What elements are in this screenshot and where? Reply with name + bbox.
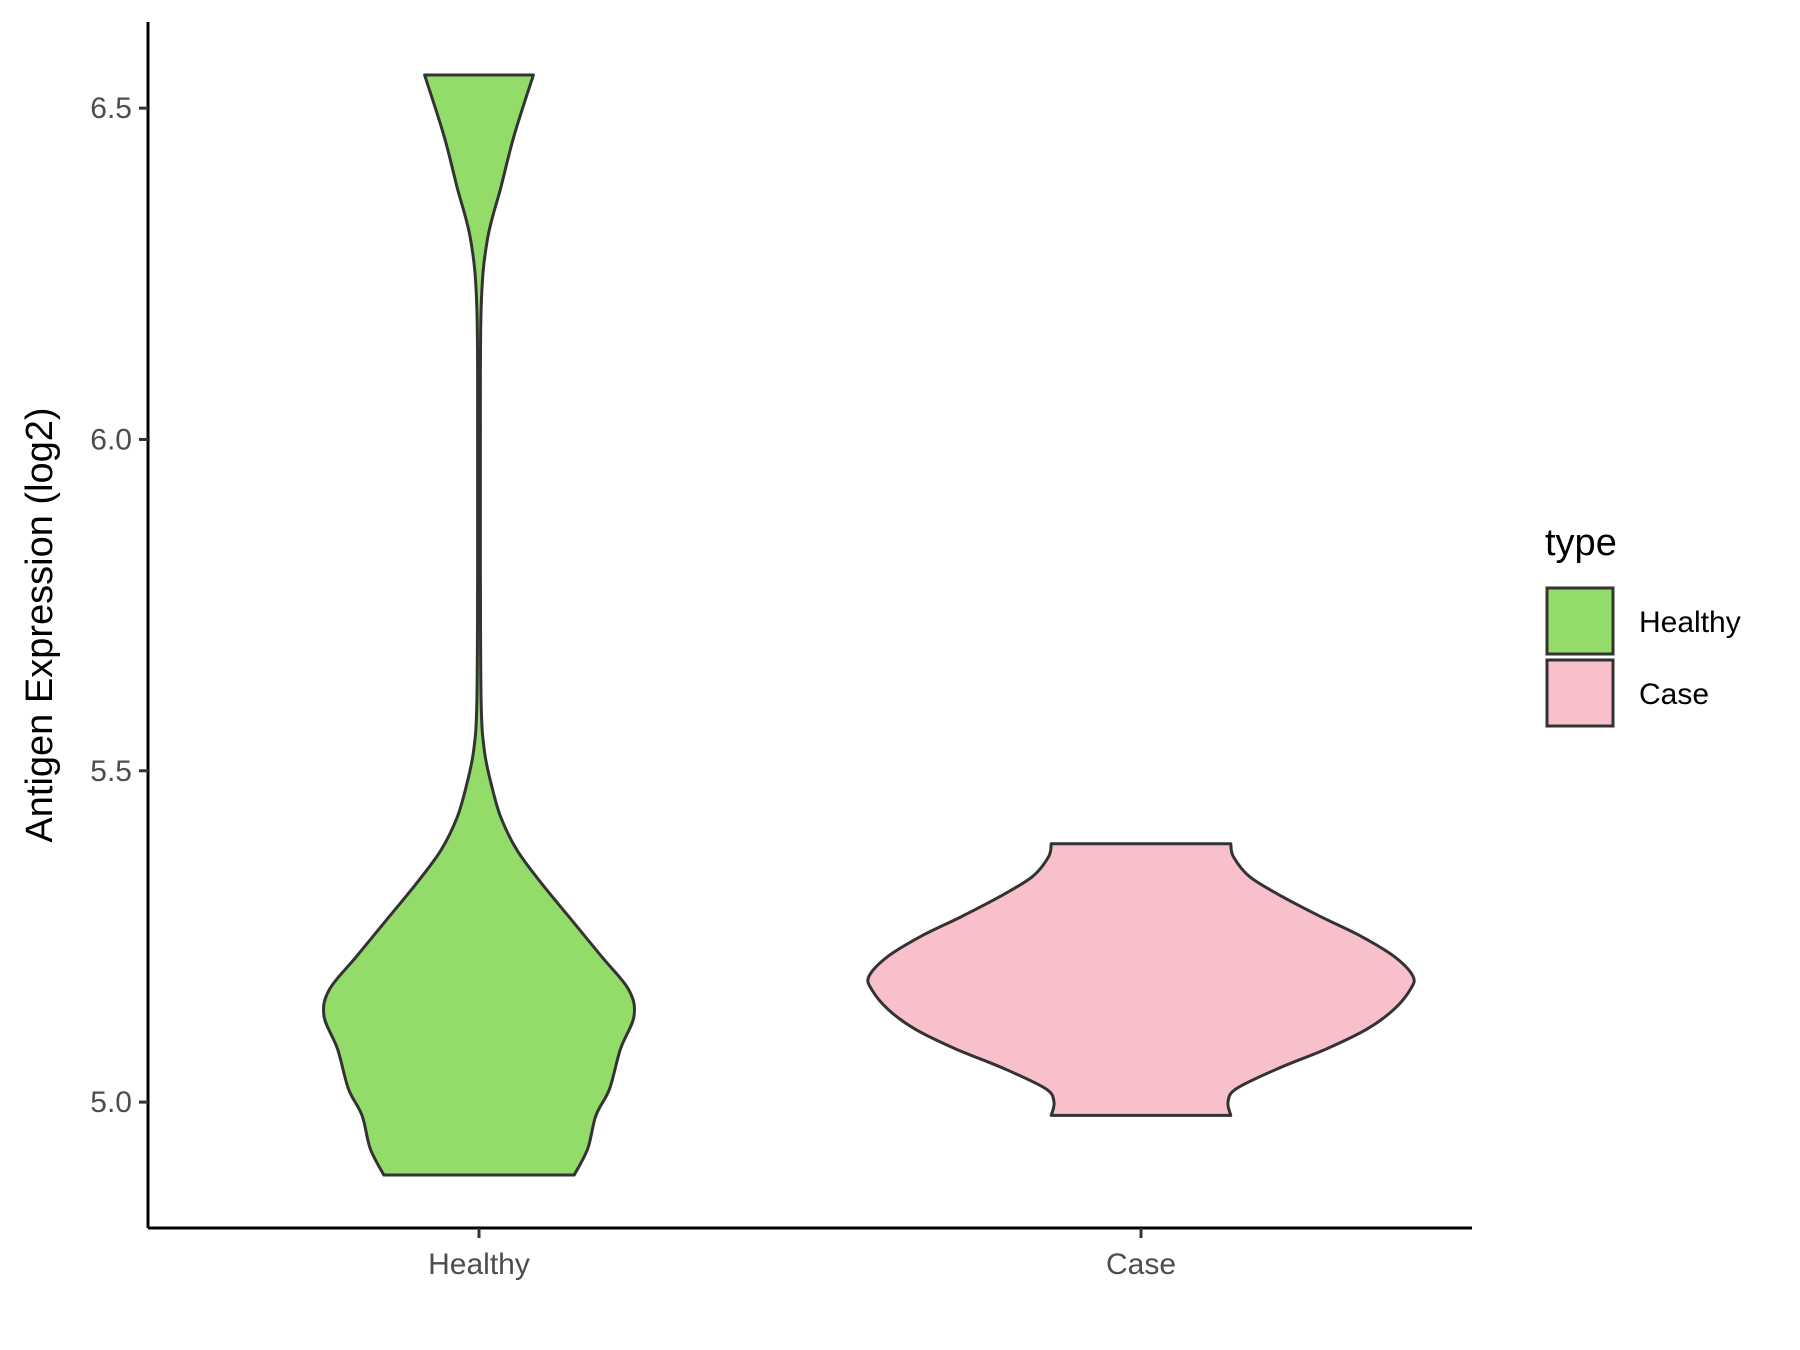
y-axis-ticks: 5.0 5.5 6.0 6.5: [90, 92, 148, 1119]
legend-title: type: [1545, 522, 1617, 564]
violin-healthy: [321, 73, 637, 1177]
legend: type Healthy Case: [1545, 522, 1741, 728]
y-tick-label: 5.5: [90, 755, 132, 788]
y-tick-label: 6.0: [90, 423, 132, 456]
violins-layer: [321, 73, 1416, 1177]
x-axis-ticks: Healthy Case: [428, 1228, 1176, 1281]
y-tick-label: 6.5: [90, 92, 132, 125]
legend-label-healthy: Healthy: [1639, 606, 1741, 639]
x-tick-label: Healthy: [428, 1248, 530, 1281]
legend-label-case: Case: [1639, 678, 1709, 711]
legend-items: Healthy Case: [1545, 586, 1741, 728]
y-axis-title: Antigen Expression (log2): [19, 407, 61, 842]
legend-swatch-case: [1545, 658, 1615, 728]
violin-case: [866, 842, 1416, 1117]
y-tick-label: 5.0: [90, 1086, 132, 1119]
x-tick-label: Case: [1106, 1248, 1176, 1281]
legend-swatch-healthy: [1545, 586, 1615, 656]
